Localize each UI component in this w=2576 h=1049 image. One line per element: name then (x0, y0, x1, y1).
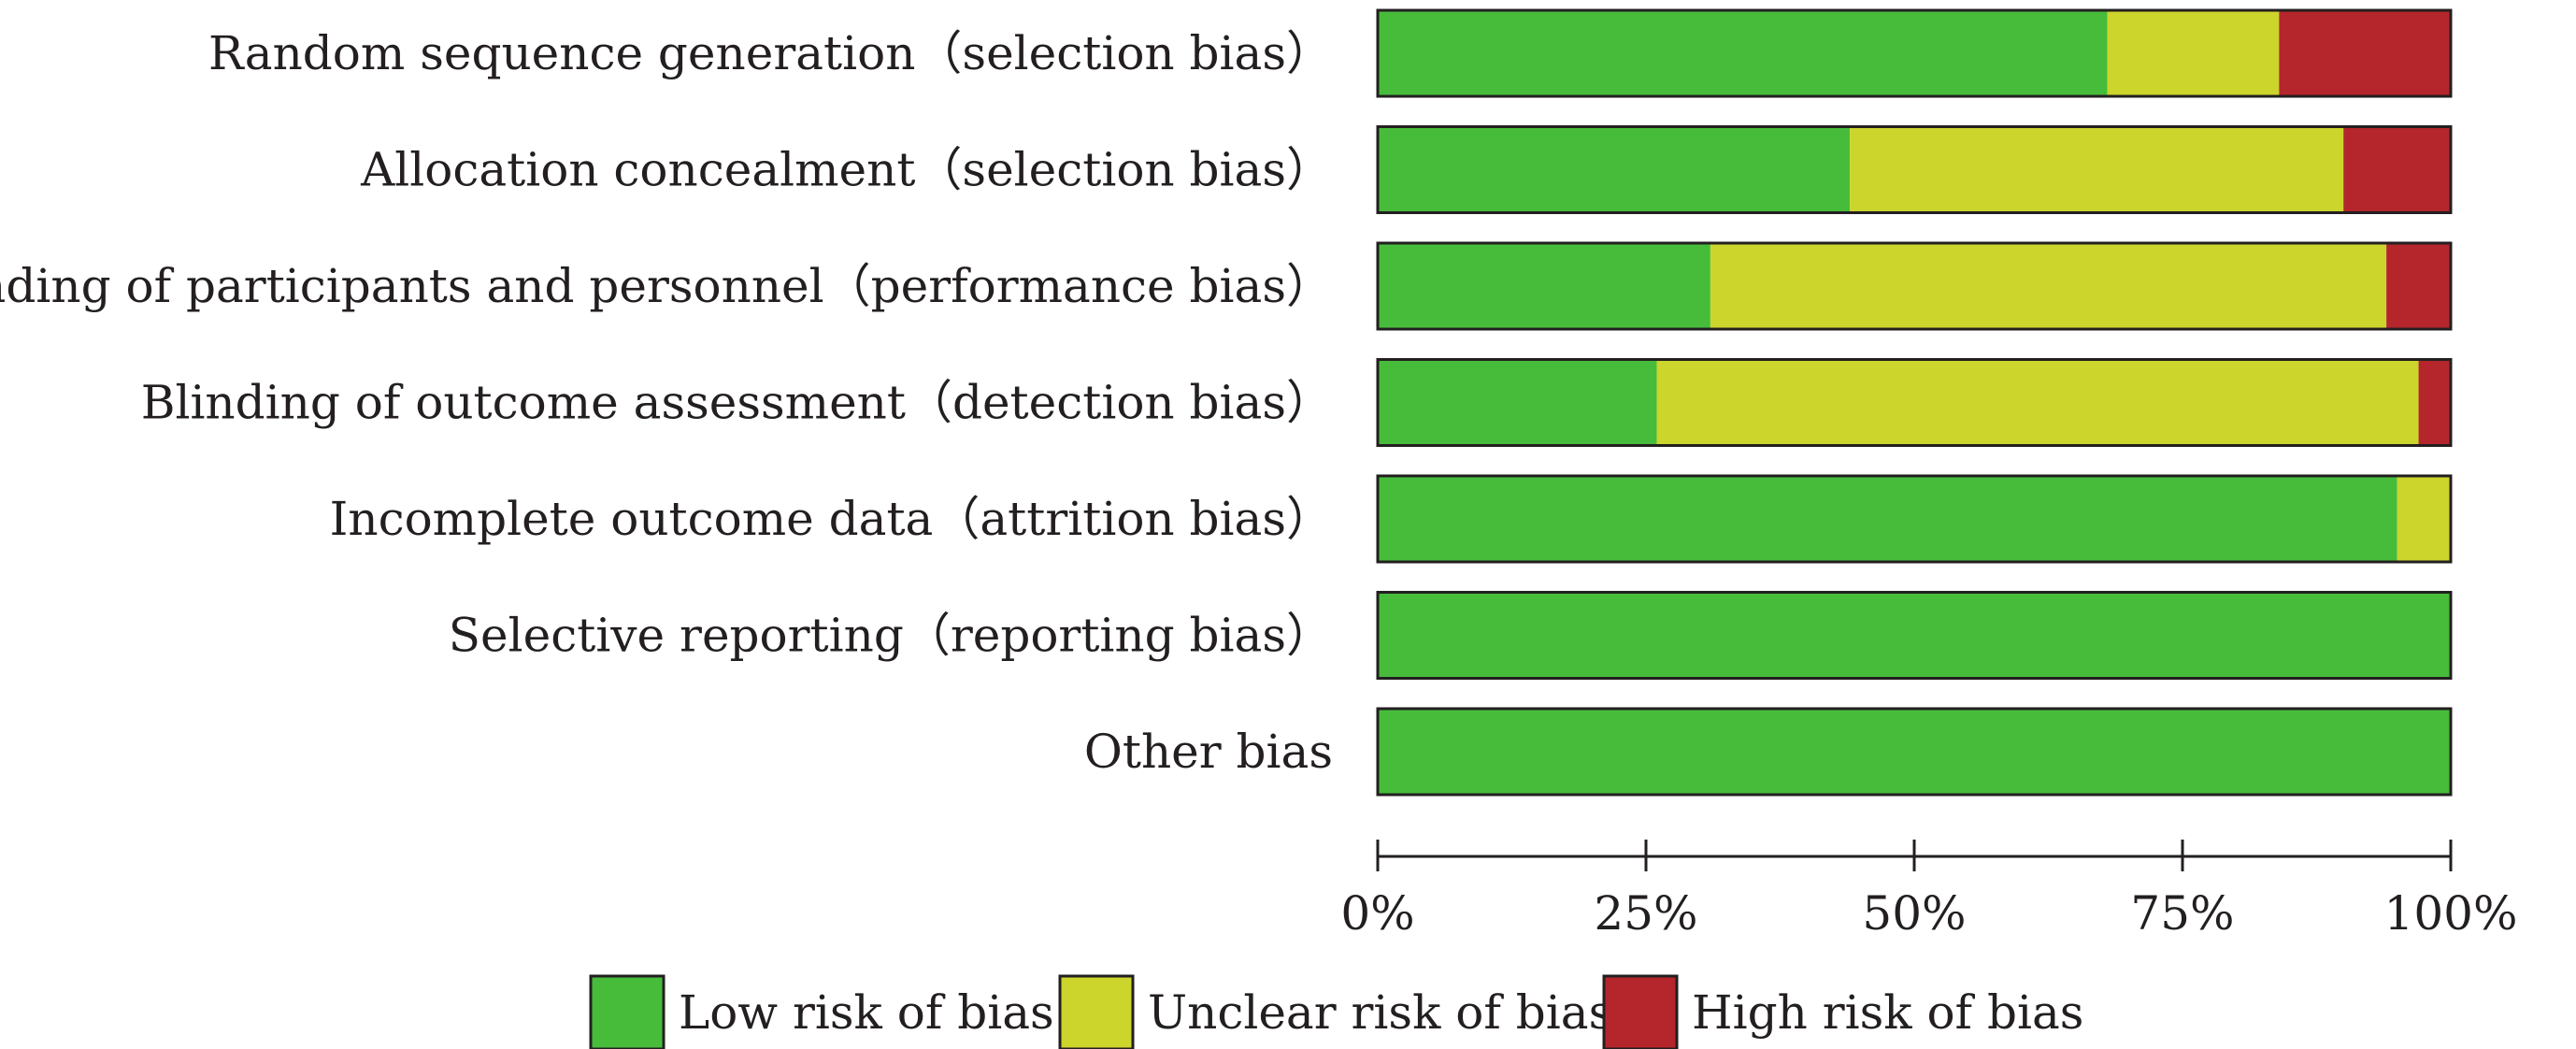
bar-row (1376, 8, 2453, 98)
category-label: Other bias (1084, 725, 1333, 779)
x-tick-label: 0% (1340, 886, 1414, 941)
bar-outline (1376, 125, 2453, 214)
legend-item: Unclear risk of bias (1058, 974, 1612, 1049)
bar-segment (1378, 243, 1710, 329)
bar-row (1376, 358, 2453, 447)
x-tick-label: 50% (1862, 886, 1966, 941)
bar-segment (1710, 243, 2387, 329)
bar-segment (1378, 592, 2451, 679)
bar-segment (1850, 126, 2344, 213)
bar-outline (1376, 241, 2453, 331)
bar-segment (1378, 126, 1851, 213)
bar-outline (1376, 591, 2453, 680)
bar-row (1376, 241, 2453, 331)
bar-segment (1378, 476, 2397, 562)
bar-segment (1378, 359, 1657, 446)
bar-outline (1376, 707, 2453, 797)
category-label: Allocation concealment（selection bias） (360, 143, 1333, 197)
bar-row (1376, 707, 2453, 797)
bar-segment (2343, 126, 2451, 213)
category-label: Selective reporting（reporting bias） (449, 609, 1333, 663)
legend-label: High risk of bias (1692, 985, 2083, 1040)
x-tick-label: 100% (2384, 886, 2518, 941)
legend-label: Unclear risk of bias (1148, 985, 1612, 1040)
category-label: Incomplete outcome data（attrition bias） (330, 492, 1333, 546)
legend-item: Low risk of bias (589, 974, 1054, 1049)
bar-outline (1376, 474, 2453, 564)
bar-segment (2279, 10, 2451, 96)
legend-swatch (1058, 974, 1135, 1049)
legend-swatch (1602, 974, 1679, 1049)
category-label: Random sequence generation（selection bia… (208, 26, 1333, 80)
bar-row (1376, 474, 2453, 564)
category-label: Blinding of participants and personnel（p… (0, 259, 1333, 313)
bar-outline (1376, 8, 2453, 98)
bar-outline (1376, 358, 2453, 447)
bar-segment (1378, 709, 2451, 795)
bar-segment (2386, 243, 2451, 329)
bar-segment (2418, 359, 2451, 446)
category-labels: Random sequence generation（selection bia… (0, 26, 1333, 779)
bars-layer (1376, 8, 2453, 797)
legend: Low risk of bias Unclear risk of bias High… (589, 974, 2083, 1049)
bar-row (1376, 591, 2453, 680)
bar-row (1376, 125, 2453, 214)
legend-swatch (589, 974, 665, 1049)
x-axis: 0% 25% 50% 75% 100% (1340, 840, 2517, 941)
legend-item: High risk of bias (1602, 974, 2083, 1049)
bar-segment (1656, 359, 2419, 446)
legend-label: Low risk of bias (679, 985, 1054, 1040)
bar-segment (2397, 476, 2451, 562)
x-tick-label: 25% (1594, 886, 1697, 941)
category-label: Blinding of outcome assessment（detection… (141, 376, 1333, 430)
x-tick-label: 75% (2130, 886, 2234, 941)
bar-segment (2107, 10, 2280, 96)
bar-segment (1378, 10, 2108, 96)
